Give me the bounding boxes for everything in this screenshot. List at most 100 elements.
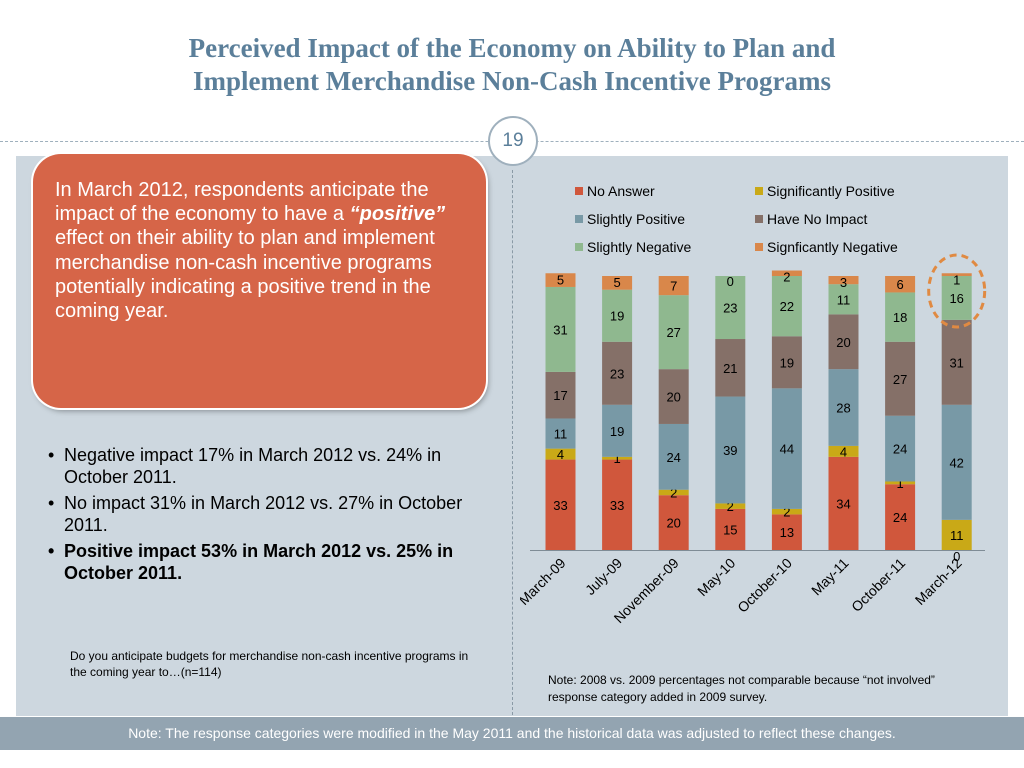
bar-segment-slightly-negative	[658, 295, 689, 370]
data-label: 20	[666, 390, 680, 405]
legend-item-slightly-positive: Slightly Positive	[575, 211, 685, 227]
data-label: 31	[553, 322, 567, 337]
bar-segment-slightly-negative	[602, 289, 633, 342]
data-label: 39	[723, 443, 737, 458]
bar-segment-significantly-positive	[828, 445, 859, 457]
bar-segment-significantly-positive	[602, 456, 633, 460]
legend-label: Slightly Negative	[587, 239, 692, 255]
data-label: 34	[836, 496, 850, 511]
legend-label: Significantly Positive	[767, 183, 895, 199]
slide-title-line1: Perceived Impact of the Economy on Abili…	[188, 33, 836, 63]
bar-segment-have-no-impact	[715, 339, 746, 397]
data-label: 11	[837, 292, 851, 307]
bar-segment-slightly-negative	[885, 292, 916, 342]
data-label: 1	[953, 272, 960, 287]
bar-segment-slightly-negative	[941, 276, 972, 320]
bar-segment-signficantly-negative	[941, 273, 972, 276]
slide-title: Perceived Impact of the Economy on Abili…	[40, 32, 984, 98]
legend-label: Slightly Positive	[587, 211, 686, 227]
data-label: 18	[893, 310, 907, 325]
slide-title-line2: Implement Merchandise Non-Cash Incentive…	[193, 66, 831, 96]
legend-swatch	[755, 187, 763, 195]
category-label: October-11	[848, 555, 908, 615]
bar-segment-slightly-positive	[885, 415, 916, 482]
bar-segment-significantly-positive	[885, 481, 916, 485]
data-label: 11	[554, 427, 568, 442]
data-label: 23	[610, 366, 624, 381]
legend-item-slightly-negative: Slightly Negative	[575, 239, 691, 255]
stacked-bar-chart: 3341117315March-093311923195July-0920224…	[520, 253, 987, 626]
page-number: 19	[488, 116, 538, 166]
legend-item-significantly-positive: Significantly Positive	[755, 183, 895, 199]
data-label: 4	[557, 447, 564, 462]
data-label: 44	[780, 442, 794, 457]
bar-segment-significantly-positive	[941, 519, 972, 550]
category-label: July-09	[582, 555, 625, 598]
bar-segment-signficantly-negative	[602, 276, 633, 290]
bar-segment-no-answer	[828, 456, 859, 550]
data-label: 42	[949, 455, 963, 470]
bar-segment-significantly-positive	[771, 508, 802, 515]
bar-segment-slightly-negative	[828, 284, 859, 315]
data-label: 23	[723, 301, 737, 316]
data-label: 1	[896, 476, 903, 491]
bar-segment-significantly-positive	[715, 503, 746, 509]
bar-segment-have-no-impact	[885, 341, 916, 416]
bar-segment-slightly-positive	[545, 418, 576, 449]
legend-label: No Answer	[587, 183, 655, 199]
data-label: 19	[610, 424, 624, 439]
bar-segment-no-answer	[658, 495, 689, 550]
bullet-list: Negative impact 17% in March 2012 vs. 24…	[44, 444, 474, 588]
footer-note: Note: The response categories were modif…	[128, 725, 896, 741]
data-label: 20	[836, 335, 850, 350]
bar-segment-slightly-negative	[715, 276, 746, 340]
callout-text-before: In March 2012, respondents anticipate th…	[55, 179, 429, 226]
footer-band	[0, 717, 1024, 750]
data-label: 2	[727, 499, 734, 514]
data-label: 7	[670, 279, 677, 294]
data-label: 27	[893, 372, 907, 387]
data-label: 3	[840, 275, 847, 290]
legend-swatch	[575, 187, 583, 195]
bar-segment-slightly-positive	[602, 404, 633, 457]
bullet-negative-impact: Negative impact 17% in March 2012 vs. 24…	[44, 444, 474, 488]
bar-segment-slightly-positive	[658, 423, 689, 490]
data-label: 33	[610, 498, 624, 513]
data-label: 17	[553, 388, 567, 403]
bar-segment-have-no-impact	[545, 371, 576, 419]
bar-segment-slightly-positive	[828, 369, 859, 446]
legend-item-significantly-negative: Signficantly Negative	[755, 239, 898, 255]
bullet-positive-impact: Positive impact 53% in March 2012 vs. 25…	[44, 540, 474, 584]
data-label: 31	[949, 355, 963, 370]
data-label: 1	[613, 451, 620, 466]
data-label: 2	[670, 485, 677, 500]
bar-segment-signficantly-negative	[771, 270, 802, 276]
bar-segment-no-answer	[602, 459, 633, 550]
highlight-ellipse	[927, 253, 987, 329]
bar-segment-signficantly-negative	[545, 273, 576, 287]
callout-box	[33, 154, 486, 408]
category-label: May-11	[808, 555, 852, 599]
bar-segment-have-no-impact	[658, 369, 689, 424]
bar-segment-no-answer	[771, 514, 802, 550]
legend-item-no-answer: No Answer	[575, 183, 655, 199]
data-label: 24	[893, 510, 907, 525]
callout-text-after: effect on their ability to plan and impl…	[55, 227, 435, 323]
data-label: 0	[727, 274, 734, 289]
data-label: 24	[666, 450, 680, 465]
data-label: 19	[610, 309, 624, 324]
bar-segment-no-answer	[885, 484, 916, 550]
data-label: 2	[783, 505, 790, 520]
category-label: May-10	[694, 555, 738, 599]
callout-emphasis: “positive”	[349, 203, 446, 226]
data-label: 28	[836, 401, 850, 416]
survey-question: Do you anticipate budgets for merchandis…	[70, 649, 469, 679]
data-label: 27	[666, 325, 680, 340]
data-label: 13	[780, 525, 794, 540]
data-label: 5	[557, 272, 564, 287]
data-label: 33	[553, 498, 567, 513]
data-label: 20	[666, 516, 680, 531]
data-label: 15	[723, 522, 737, 537]
data-label: 19	[780, 355, 794, 370]
bullet-no-impact: No impact 31% in March 2012 vs. 27% in O…	[44, 492, 474, 536]
